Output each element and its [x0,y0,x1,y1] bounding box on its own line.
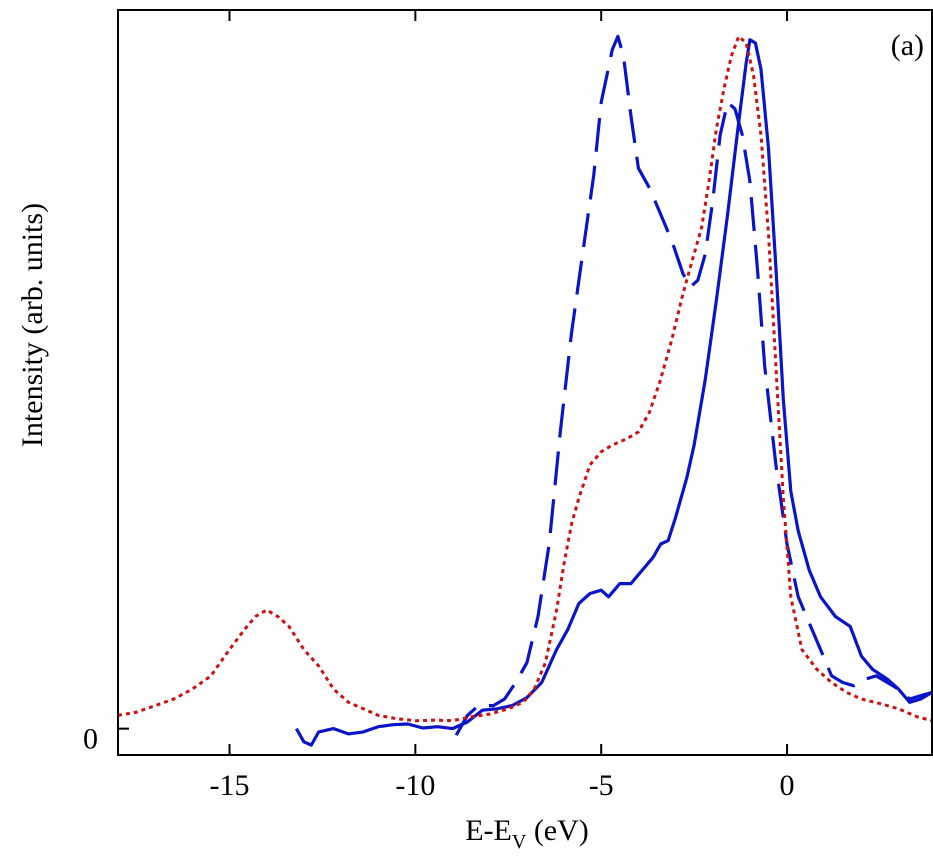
x-tick-label: -10 [395,769,435,802]
x-tick-label: -15 [210,769,250,802]
ticks-layer: -15 -10 -5 0 0 [83,10,795,802]
plot-frame [117,9,933,756]
x-axis-label-unit: (eV) [526,814,588,847]
y-tick-label: 0 [83,723,98,756]
series-layer [117,34,933,747]
x-tick-label: 0 [780,769,795,802]
series-line-dashed [454,34,933,736]
x-tick-label: -5 [589,769,614,802]
series-line-dotted [117,34,933,723]
y-axis-label: Intensity (arb. units) [16,203,49,447]
x-axis-label-subscript: V [512,831,527,853]
x-axis-label: E-EV (eV) [465,814,589,853]
panel-annotation: (a) [891,29,924,62]
series-line-solid [295,38,933,747]
x-axis-label-main: E-E [465,814,512,847]
